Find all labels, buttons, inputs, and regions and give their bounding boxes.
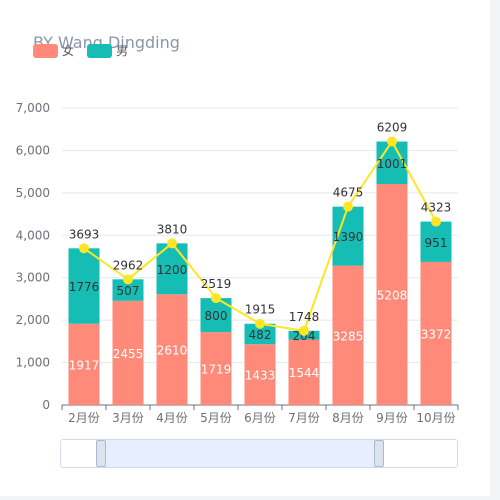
bar-female	[156, 294, 188, 405]
bar-female	[420, 261, 452, 405]
legend-label-female: 女	[62, 44, 75, 58]
data-label-female: 1917	[69, 358, 100, 372]
x-tick-label: 9月份	[376, 411, 408, 425]
data-label-male: 1200	[157, 263, 188, 277]
x-tick-label: 2月份	[68, 411, 100, 425]
legend-swatch-male	[87, 44, 112, 58]
y-tick-label: 2,000	[16, 313, 50, 327]
data-label-male: 800	[205, 309, 228, 323]
data-label-total: 6209	[377, 121, 408, 135]
total-point	[387, 136, 397, 147]
total-point	[255, 318, 265, 329]
bar-female	[68, 323, 100, 405]
legend-label-male: 男	[116, 44, 129, 58]
bar-male	[376, 141, 408, 185]
data-label-total: 3810	[157, 222, 188, 236]
data-label-male: 951	[425, 236, 448, 250]
data-label-male: 204	[293, 329, 316, 343]
x-tick-label: 7月份	[288, 411, 320, 425]
bar-male	[68, 248, 100, 324]
page-side-strip	[490, 0, 500, 500]
data-zoom-handle-left[interactable]	[96, 440, 106, 467]
x-tick-label: 5月份	[200, 411, 232, 425]
y-tick-label: 0	[42, 398, 50, 412]
bar-male	[112, 279, 144, 301]
x-tick-label: 10月份	[416, 411, 455, 425]
data-label-male: 507	[117, 284, 140, 298]
data-label-total: 3693	[69, 227, 100, 241]
data-label-female: 5208	[377, 289, 408, 303]
data-label-male: 482	[249, 328, 272, 342]
x-tick-label: 8月份	[332, 411, 364, 425]
total-point	[211, 293, 221, 304]
x-tick-label: 6月份	[244, 411, 276, 425]
bar-female	[200, 332, 232, 405]
total-point	[123, 274, 133, 285]
data-label-female: 1719	[201, 363, 232, 377]
x-tick-label: 3月份	[112, 411, 144, 425]
y-tick-label: 5,000	[16, 186, 50, 200]
data-label-female: 3285	[333, 329, 364, 343]
bar-male	[420, 221, 452, 262]
total-point	[431, 216, 441, 227]
chart-area: 0 1,000 2,000 3,000 4,000 5,000 6,000 7,000 2月份 3…	[16, 101, 459, 425]
bar-female	[112, 300, 144, 405]
y-tick-label: 6,000	[16, 143, 50, 157]
total-point	[167, 238, 177, 249]
x-tick-label: 4月份	[156, 411, 188, 425]
data-label-male: 1390	[333, 230, 364, 244]
data-label-male: 1776	[69, 280, 100, 294]
data-label-total: 1915	[245, 303, 276, 317]
y-tick-label: 7,000	[16, 101, 50, 115]
data-label-female: 1433	[245, 369, 276, 383]
data-label-total: 2962	[113, 258, 144, 272]
bar-female	[332, 265, 364, 405]
data-label-total: 2519	[201, 277, 232, 291]
total-point	[343, 201, 353, 212]
data-label-female: 1544	[289, 366, 320, 380]
data-zoom-slider[interactable]	[60, 439, 458, 468]
bar-female	[244, 344, 276, 405]
bar-female	[288, 339, 320, 405]
y-tick-label: 3,000	[16, 271, 50, 285]
data-label-male: 1001	[377, 157, 408, 171]
data-label-female: 2610	[157, 344, 188, 358]
y-tick-label: 4,000	[16, 228, 50, 242]
total-point	[79, 243, 89, 254]
data-zoom-handle-right[interactable]	[374, 440, 384, 467]
data-label-female: 3372	[421, 327, 452, 341]
data-label-total: 4675	[333, 186, 364, 200]
data-label-total: 1748	[289, 310, 320, 324]
data-label-total: 4323	[421, 201, 452, 215]
bar-male	[244, 323, 276, 345]
data-zoom-window[interactable]	[101, 440, 381, 467]
page-bottom-strip	[0, 496, 500, 500]
total-point	[299, 325, 309, 336]
data-label-female: 2455	[113, 347, 144, 361]
y-tick-label: 1,000	[16, 356, 50, 370]
chart-title: BY Wang Dingding	[33, 33, 180, 52]
bar-female	[376, 184, 408, 405]
legend-swatch-female	[33, 44, 58, 58]
